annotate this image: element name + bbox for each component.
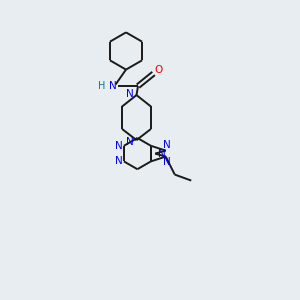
Text: N: N bbox=[109, 81, 116, 91]
Text: O: O bbox=[155, 65, 163, 75]
Text: H: H bbox=[98, 81, 106, 91]
Text: N: N bbox=[115, 141, 122, 151]
Text: N: N bbox=[126, 88, 134, 99]
Text: N: N bbox=[164, 157, 171, 167]
Text: N: N bbox=[158, 148, 166, 159]
Text: N: N bbox=[126, 136, 134, 147]
Text: N: N bbox=[115, 156, 122, 167]
Text: N: N bbox=[164, 140, 171, 150]
